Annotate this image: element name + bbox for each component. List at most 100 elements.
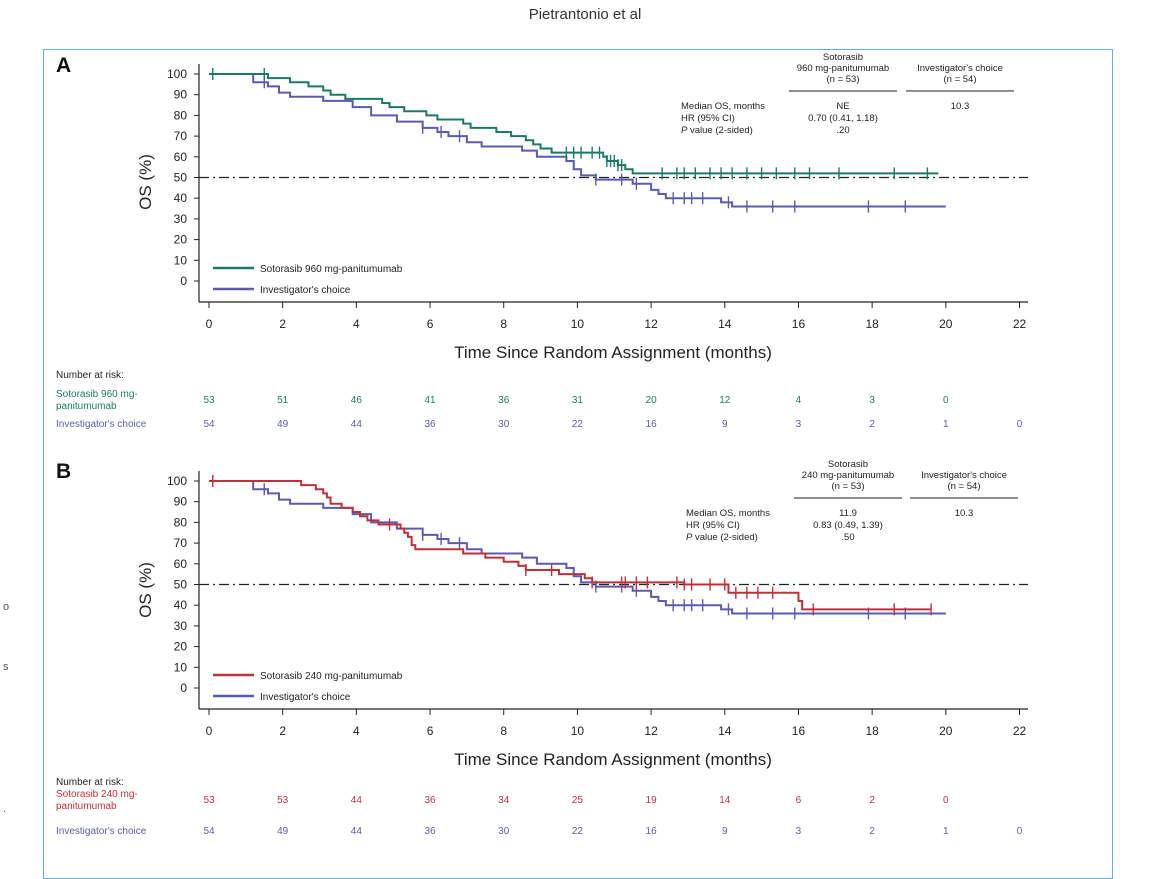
risk-count: 3	[796, 419, 802, 430]
x-tick-label: 14	[718, 317, 732, 331]
risk-count: 4	[796, 395, 802, 406]
risk-count: 36	[424, 826, 436, 837]
risk-count: 20	[646, 395, 658, 406]
risk-count: 6	[796, 795, 802, 806]
table-cell: 0.83 (0.49, 1.39)	[813, 520, 883, 531]
risk-count: 31	[572, 395, 584, 406]
risk-count: 54	[203, 419, 215, 430]
y-tick-label: 30	[174, 619, 188, 633]
y-tick-label: 50	[174, 171, 188, 185]
risk-count: 2	[869, 419, 875, 430]
x-tick-label: 22	[1013, 317, 1027, 331]
y-tick-label: 80	[174, 515, 188, 529]
risk-count: 14	[719, 795, 731, 806]
y-tick-label: 70	[174, 129, 188, 143]
table-row-label: HR (95% CI)	[686, 520, 740, 531]
risk-count: 49	[277, 419, 289, 430]
x-tick-label: 8	[500, 317, 507, 331]
legend-label: Investigator's choice	[260, 285, 351, 296]
risk-count: 51	[277, 395, 289, 406]
left-edge-mark: .	[3, 803, 7, 815]
x-tick-label: 0	[206, 317, 213, 331]
x-tick-label: 16	[792, 724, 806, 738]
risk-count: 3	[869, 395, 875, 406]
risk-count: 1	[943, 826, 949, 837]
table-row-label: Median OS, months	[686, 508, 770, 519]
table-cell: NE	[836, 101, 849, 112]
risk-count: 53	[203, 795, 215, 806]
table-col-header: 960 mg-panitumumab	[797, 63, 889, 74]
risk-count: 53	[203, 395, 215, 406]
km-curve-investigator-s-choice	[209, 73, 946, 208]
legend-label: Sotorasib 240 mg-panitumumab	[260, 671, 403, 682]
risk-row-name: panitumumab	[56, 801, 117, 812]
legend-label: Investigator's choice	[260, 692, 351, 703]
y-tick-label: 90	[174, 495, 188, 509]
x-tick-label: 18	[865, 724, 879, 738]
x-tick-label: 12	[644, 724, 658, 738]
y-tick-label: 100	[167, 67, 187, 81]
risk-count: 34	[498, 795, 510, 806]
legend-label: Sotorasib 960 mg-panitumumab	[260, 264, 403, 275]
risk-count: 44	[351, 795, 363, 806]
x-tick-label: 20	[939, 317, 953, 331]
y-tick-label: 40	[174, 191, 188, 205]
risk-count: 2	[869, 795, 875, 806]
x-axis-title: Time Since Random Assignment (months)	[454, 343, 772, 362]
x-tick-label: 6	[427, 317, 434, 331]
risk-count: 3	[796, 826, 802, 837]
x-tick-label: 20	[939, 724, 953, 738]
risk-count: 49	[277, 826, 289, 837]
y-tick-label: 60	[174, 150, 188, 164]
risk-count: 0	[943, 395, 949, 406]
risk-count: 9	[722, 419, 728, 430]
page-header: Pietrantonio et al	[528, 6, 642, 23]
panel-b-label: B	[56, 460, 72, 483]
x-tick-label: 10	[571, 724, 585, 738]
y-tick-label: 30	[174, 212, 188, 226]
risk-count: 0	[1017, 826, 1023, 837]
risk-count: 9	[722, 826, 728, 837]
x-tick-label: 12	[644, 317, 658, 331]
km-curve-investigator-s-choice	[209, 480, 946, 615]
risk-count: 41	[424, 395, 436, 406]
risk-count: 36	[424, 419, 436, 430]
y-tick-label: 80	[174, 108, 188, 122]
y-axis-title: OS (%)	[136, 562, 155, 618]
risk-count: 0	[1017, 419, 1023, 430]
risk-count: 46	[351, 395, 363, 406]
y-tick-label: 60	[174, 557, 188, 571]
risk-row-name: Investigator's choice	[56, 826, 147, 837]
risk-count: 12	[719, 395, 731, 406]
x-tick-label: 6	[427, 724, 434, 738]
panel-a-label: A	[56, 54, 72, 77]
table-col-header: (n = 53)	[831, 481, 864, 492]
y-tick-label: 20	[174, 640, 188, 654]
table-row-label: P value (2-sided)	[686, 532, 758, 543]
x-tick-label: 18	[865, 317, 879, 331]
y-tick-label: 10	[174, 660, 188, 674]
km-panel-a: P value (2-sided)	[194, 64, 1028, 308]
table-col-header: Investigator's choice	[921, 470, 1007, 481]
x-tick-label: 8	[500, 724, 507, 738]
y-tick-label: 90	[174, 88, 188, 102]
y-tick-label: 40	[174, 598, 188, 612]
risk-table-title: Number at risk:	[56, 777, 124, 788]
risk-row-name: Sotorasib 240 mg-	[56, 789, 138, 800]
risk-count: 36	[498, 395, 510, 406]
risk-row-name: Sotorasib 960 mg-	[56, 389, 138, 400]
y-tick-label: 100	[167, 474, 187, 488]
x-tick-label: 10	[571, 317, 585, 331]
y-tick-label: 0	[180, 681, 187, 695]
x-tick-label: 22	[1013, 724, 1027, 738]
risk-count: 16	[646, 826, 658, 837]
y-tick-label: 10	[174, 253, 188, 267]
table-cell: .20	[836, 125, 849, 136]
table-col-header: Sotorasib	[823, 52, 863, 63]
risk-count: 30	[498, 419, 510, 430]
x-tick-label: 14	[718, 724, 732, 738]
risk-count: 30	[498, 826, 510, 837]
left-edge-mark: s	[3, 661, 9, 673]
risk-count: 19	[646, 795, 658, 806]
